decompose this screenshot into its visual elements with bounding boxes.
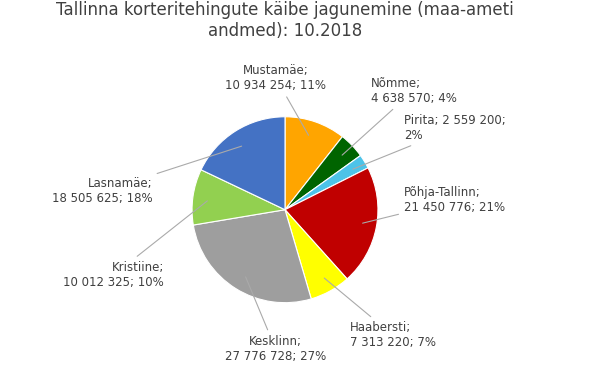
Wedge shape [285, 156, 368, 210]
Text: Nõmme;
4 638 570; 4%: Nõmme; 4 638 570; 4% [342, 77, 457, 155]
Text: Kristiine;
10 012 325; 10%: Kristiine; 10 012 325; 10% [64, 201, 208, 289]
Wedge shape [285, 137, 361, 210]
Text: Põhja-Tallinn;
21 450 776; 21%: Põhja-Tallinn; 21 450 776; 21% [362, 187, 505, 223]
Text: Haabersti;
7 313 220; 7%: Haabersti; 7 313 220; 7% [324, 278, 436, 349]
Text: Lasnamäe;
18 505 625; 18%: Lasnamäe; 18 505 625; 18% [52, 146, 242, 205]
Wedge shape [192, 170, 285, 225]
Text: Mustamäe;
10 934 254; 11%: Mustamäe; 10 934 254; 11% [225, 64, 326, 135]
Title: Tallinna korteritehingute käibe jagunemine (maa-ameti
andmed): 10.2018: Tallinna korteritehingute käibe jagunemi… [56, 1, 514, 40]
Wedge shape [285, 168, 378, 279]
Text: Pirita; 2 559 200;
2%: Pirita; 2 559 200; 2% [353, 114, 506, 169]
Wedge shape [285, 210, 347, 299]
Wedge shape [201, 117, 285, 210]
Wedge shape [285, 117, 343, 210]
Text: Kesklinn;
27 776 728; 27%: Kesklinn; 27 776 728; 27% [225, 277, 326, 363]
Wedge shape [193, 210, 311, 303]
